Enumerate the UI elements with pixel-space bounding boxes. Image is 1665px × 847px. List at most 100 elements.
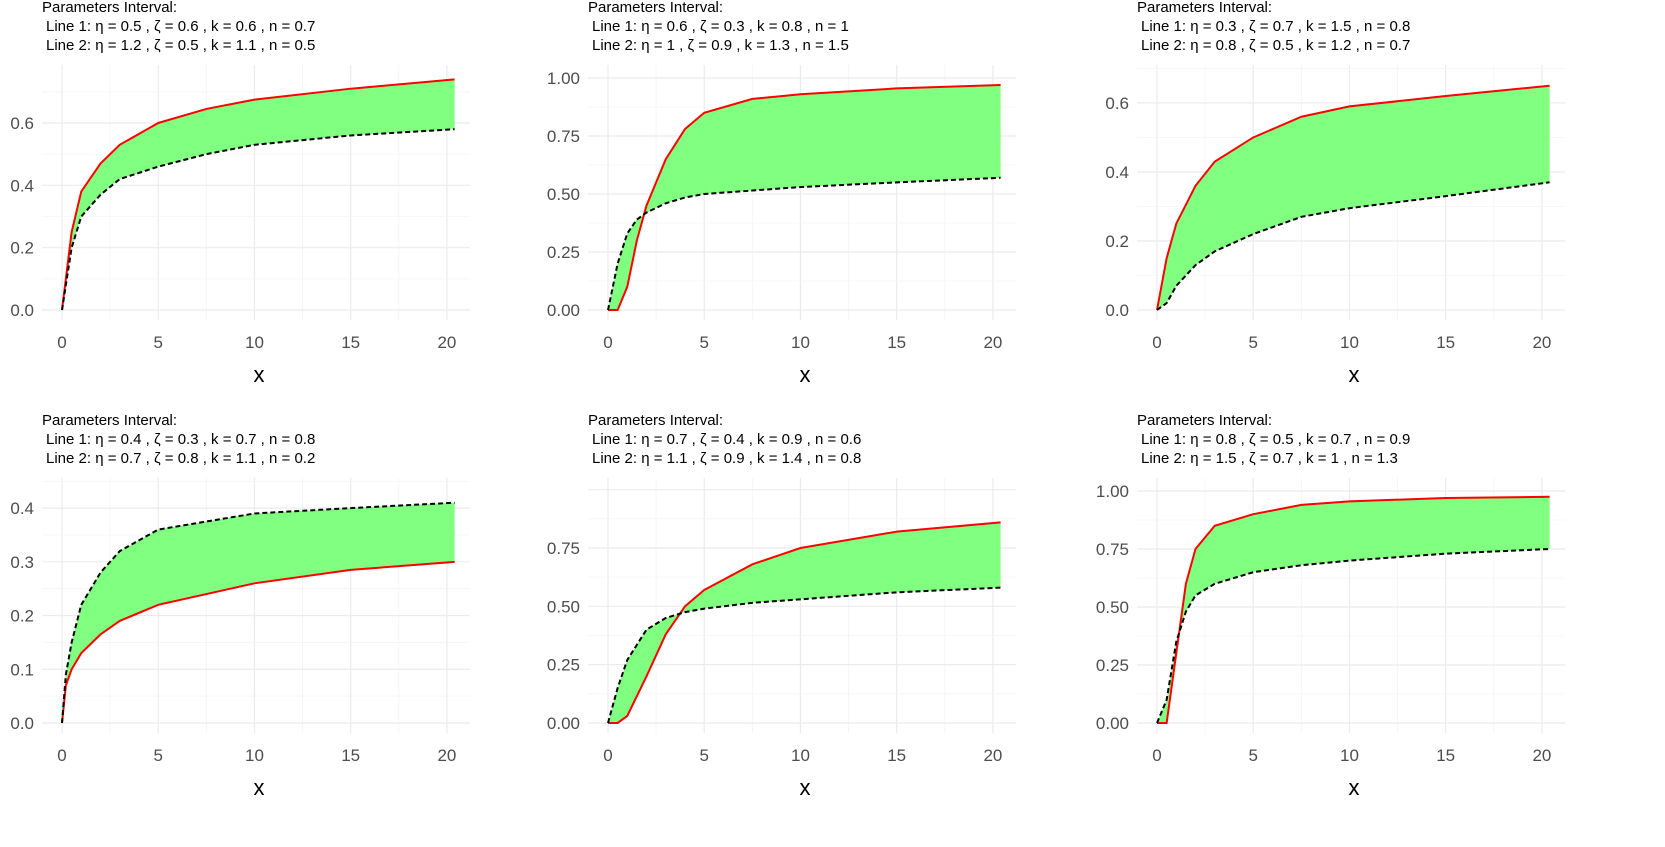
line-2 [1156,181,1550,311]
y-tick-label: 0.75 [547,127,580,146]
y-tick-label: 0.4 [1105,163,1129,182]
title: Parameters Interval: [42,0,177,16]
interval-fill [1157,496,1550,724]
x-tick-label: 5 [154,333,163,352]
y-tick-label: 0.25 [547,243,580,262]
y-tick-label: 0.6 [10,114,34,133]
interval-fill [62,79,455,311]
title-line-2: Line 2: η = 1.2 , ζ = 0.5 , k = 1.1 , n … [46,37,315,54]
x-tick-label: 10 [791,333,810,352]
title-line-1: Line 1: η = 0.6 , ζ = 0.3 , k = 0.8 , n … [592,18,849,35]
line-2 [61,501,455,724]
title: Parameters Interval: [588,412,723,429]
x-tick-label: 10 [1340,746,1359,765]
x-tick-label: 20 [437,333,456,352]
y-tick-label: 0.75 [547,539,580,558]
y-tick-label: 0.75 [1096,540,1129,559]
panel-3: 0 5 10 15 20 0.0 0.2 0.4 0.6 x Parameters Interval… [1105,0,1565,387]
title-line-2: Line 2: η = 0.7 , ζ = 0.8 , k = 1.1 , n … [46,450,315,467]
y-tick-label: 1.00 [1096,482,1129,501]
y-tick-label: 0.00 [547,301,580,320]
x-tick-label: 15 [887,746,906,765]
x-axis-label: x [254,775,265,800]
title-line-1: Line 1: η = 0.4 , ζ = 0.3 , k = 0.7 , n … [46,431,315,448]
y-tick-label: 1.00 [547,69,580,88]
panel-6: 0 5 10 15 20 0.00 0.25 0.50 0.75 1.00 x Parameters … [1096,412,1565,800]
y-tick-label: 0.25 [1096,656,1129,675]
x-tick-label: 20 [1532,746,1551,765]
y-tick-label: 0.2 [10,607,34,626]
title-line-2: Line 2: η = 1.1 , ζ = 0.9 , k = 1.4 , n … [592,450,861,467]
x-tick-label: 10 [1340,333,1359,352]
y-tick-label: 0.0 [10,301,34,320]
x-tick-label: 0 [603,746,612,765]
title-line-1: Line 1: η = 0.7 , ζ = 0.4 , k = 0.9 , n … [592,431,861,448]
x-tick-label: 20 [983,746,1002,765]
x-tick-label: 5 [154,746,163,765]
interval-fill [1157,85,1550,310]
y-tick-label: 0.0 [10,714,34,733]
panel-1: 0 5 10 15 20 0.0 0.2 0.4 0.6 x Parameters Interval… [10,0,470,387]
y-tick-label: 0.50 [1096,598,1129,617]
x-tick-label: 15 [1436,746,1455,765]
x-axis-label: x [800,362,811,387]
title-line-2: Line 2: η = 1.5 , ζ = 0.7 , k = 1 , n = … [1141,450,1398,467]
x-tick-label: 5 [1249,746,1258,765]
line-2 [1156,548,1550,724]
line-2 [607,176,1001,311]
title: Parameters Interval: [1137,412,1272,429]
interval-fill [62,502,455,724]
y-tick-label: 0.00 [547,714,580,733]
interval-fill [608,522,1001,723]
title-line-1: Line 1: η = 0.5 , ζ = 0.6 , k = 0.6 , n … [46,18,315,35]
y-tick-label: 0.1 [10,660,34,679]
y-tick-label: 0.00 [1096,714,1129,733]
title-line-2: Line 2: η = 0.8 , ζ = 0.5 , k = 1.2 , n … [1141,37,1410,54]
line-2 [607,586,1001,724]
x-tick-label: 0 [57,333,66,352]
interval-fill [608,84,1001,311]
y-tick-label: 0.3 [10,553,34,572]
x-tick-label: 15 [341,333,360,352]
x-tick-label: 0 [1152,333,1161,352]
x-axis-label: x [254,362,265,387]
y-tick-label: 0.2 [1105,232,1129,251]
x-tick-label: 0 [57,746,66,765]
x-axis-label: x [1349,362,1360,387]
y-tick-label: 0.50 [547,597,580,616]
x-axis-label: x [1349,775,1360,800]
y-tick-label: 0.6 [1105,94,1129,113]
x-tick-label: 0 [603,333,612,352]
line-1 [61,78,455,311]
y-tick-label: 0.4 [10,499,34,518]
title: Parameters Interval: [42,412,177,429]
y-tick-label: 0.25 [547,656,580,675]
title: Parameters Interval: [1137,0,1272,16]
x-tick-label: 15 [1436,333,1455,352]
y-tick-label: 0.0 [1105,301,1129,320]
title-line-2: Line 2: η = 1 , ζ = 0.9 , k = 1.3 , n = … [592,37,849,54]
title: Parameters Interval: [588,0,723,16]
x-tick-label: 5 [1249,333,1258,352]
title-line-1: Line 1: η = 0.8 , ζ = 0.5 , k = 0.7 , n … [1141,431,1410,448]
line-1 [608,83,1001,312]
x-tick-label: 5 [700,333,709,352]
y-tick-label: 0.4 [10,176,34,195]
x-tick-label: 15 [887,333,906,352]
x-tick-label: 5 [700,746,709,765]
panel-4: 0 5 10 15 20 0.0 0.1 0.2 0.3 0.4 x Parameters Inter… [10,412,470,800]
x-tick-label: 15 [341,746,360,765]
y-tick-label: 0.2 [10,239,34,258]
y-tick-label: 0.50 [547,185,580,204]
x-axis-label: x [800,775,811,800]
x-tick-label: 0 [1152,746,1161,765]
x-tick-label: 20 [983,333,1002,352]
title-line-1: Line 1: η = 0.3 , ζ = 0.7 , k = 1.5 , n … [1141,18,1410,35]
x-tick-label: 10 [245,746,264,765]
line-1 [608,521,1001,724]
line-1 [61,560,455,724]
line-2 [61,128,455,311]
panel-2: 0 5 10 15 20 0.00 0.25 0.50 0.75 1.00 x Parameters … [547,0,1016,387]
line-1 [1156,84,1550,311]
